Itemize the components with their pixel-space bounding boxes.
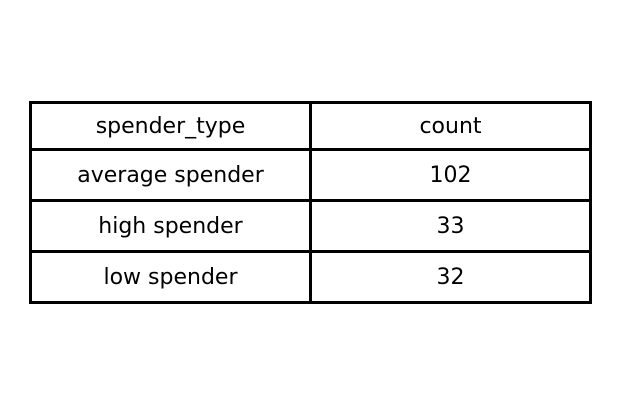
table-row: average spender 102 [29, 148, 592, 202]
cell-count: 32 [309, 250, 592, 304]
column-header-count: count [309, 101, 592, 151]
cell-count: 102 [309, 148, 592, 202]
cell-spender-type: high spender [29, 199, 312, 253]
table-row: high spender 33 [29, 199, 592, 253]
table-row: low spender 32 [29, 250, 592, 304]
table-container: spender_type count average spender 102 h… [29, 101, 592, 304]
header-row: spender_type count [29, 101, 592, 151]
cell-count: 33 [309, 199, 592, 253]
cell-spender-type: average spender [29, 148, 312, 202]
spender-table: spender_type count average spender 102 h… [29, 101, 592, 304]
cell-spender-type: low spender [29, 250, 312, 304]
column-header-spender-type: spender_type [29, 101, 312, 151]
